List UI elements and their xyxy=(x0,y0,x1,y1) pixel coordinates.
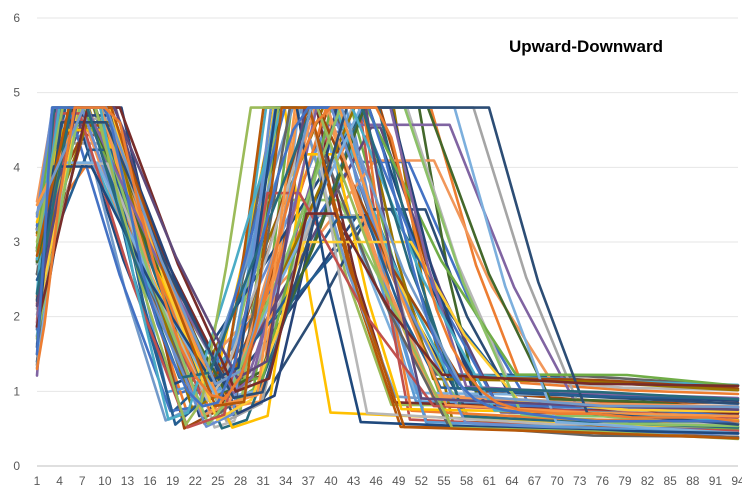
series-line-60 xyxy=(35,106,740,423)
series-line-46 xyxy=(35,106,740,435)
x-tick-label: 82 xyxy=(641,474,655,488)
x-tick-label: 70 xyxy=(550,474,564,488)
x-tick-label: 67 xyxy=(528,474,542,488)
x-axis-tick-labels: 1 4 7 10 13 16 19 22 25 28 31 34 37 40 43 46 49 52 55 58 61 6… xyxy=(34,474,742,488)
x-tick-label: 1 xyxy=(34,474,41,488)
x-tick-label: 10 xyxy=(98,474,112,488)
x-tick-label: 28 xyxy=(234,474,248,488)
x-tick-label: 43 xyxy=(347,474,361,488)
x-tick-label: 25 xyxy=(211,474,225,488)
x-tick-label: 19 xyxy=(166,474,180,488)
y-tick-label: 6 xyxy=(13,11,20,25)
y-tick-label: 3 xyxy=(13,235,20,249)
y-tick-label: 0 xyxy=(13,459,20,473)
x-tick-label: 16 xyxy=(143,474,157,488)
x-tick-label: 76 xyxy=(596,474,610,488)
x-tick-label: 46 xyxy=(370,474,384,488)
x-tick-label: 22 xyxy=(189,474,203,488)
x-tick-label: 73 xyxy=(573,474,587,488)
x-tick-label: 64 xyxy=(505,474,519,488)
x-tick-label: 88 xyxy=(686,474,700,488)
y-tick-label: 2 xyxy=(13,310,20,324)
series-line-58 xyxy=(35,106,740,440)
x-tick-label: 91 xyxy=(709,474,723,488)
x-tick-label: 85 xyxy=(663,474,677,488)
x-tick-label: 34 xyxy=(279,474,293,488)
x-tick-label: 49 xyxy=(392,474,406,488)
x-tick-label: 52 xyxy=(415,474,429,488)
y-tick-label: 1 xyxy=(13,384,20,398)
x-tick-label: 7 xyxy=(79,474,86,488)
x-tick-label: 13 xyxy=(121,474,135,488)
chart-title: Upward-Downward xyxy=(509,37,663,56)
x-tick-label: 4 xyxy=(56,474,63,488)
series-line-55 xyxy=(35,106,740,393)
series-line-40 xyxy=(35,148,740,426)
series-lines xyxy=(35,106,740,441)
x-tick-label: 58 xyxy=(460,474,474,488)
x-tick-label: 55 xyxy=(437,474,451,488)
y-tick-label: 4 xyxy=(13,160,20,174)
x-tick-label: 94 xyxy=(731,474,742,488)
series-line-52 xyxy=(35,106,740,435)
x-tick-label: 31 xyxy=(256,474,270,488)
series-line-61 xyxy=(35,106,740,423)
x-tick-label: 79 xyxy=(618,474,632,488)
x-tick-label: 40 xyxy=(324,474,338,488)
series-line-56 xyxy=(35,106,740,412)
x-tick-label: 37 xyxy=(302,474,316,488)
y-axis-tick-labels: 0 1 2 3 4 5 6 xyxy=(13,11,20,473)
x-tick-label: 61 xyxy=(483,474,497,488)
y-tick-label: 5 xyxy=(13,86,20,100)
